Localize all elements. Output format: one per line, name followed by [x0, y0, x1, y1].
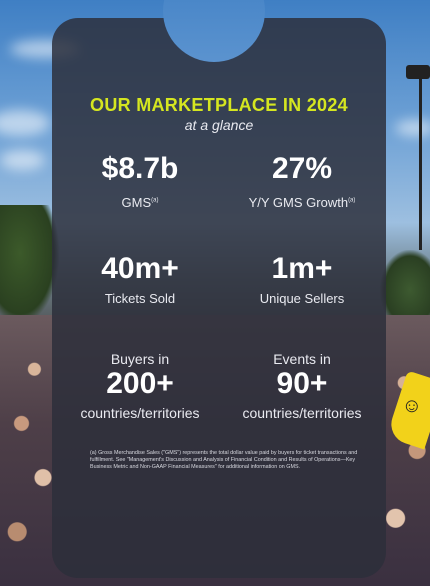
stage-light-head: [406, 65, 430, 79]
stage-light-pole: [419, 70, 422, 250]
gms-footnote: (a) Gross Merchandise Sales ("GMS") repr…: [90, 450, 358, 470]
gms-label-text: GMS: [121, 195, 152, 210]
gms-label: GMS(a): [60, 195, 220, 210]
sellers-label: Unique Sellers: [259, 291, 345, 306]
buyers-value: 200+: [106, 367, 174, 400]
cloud: [0, 110, 50, 136]
events-value: 90+: [276, 367, 328, 400]
tickets-value: 40m+: [101, 252, 179, 285]
cloud: [395, 120, 430, 136]
growth-label-text: Y/Y GMS Growth: [248, 195, 349, 210]
cloud: [0, 150, 45, 170]
page-subtitle: at a glance: [184, 117, 254, 133]
ticket-panel: [52, 18, 386, 578]
smiley-icon: ☺: [401, 395, 422, 417]
growth-value: 27%: [271, 152, 333, 185]
events-prefix: Events in: [273, 351, 331, 367]
gms-value: $8.7b: [101, 152, 179, 185]
gms-footnote-marker: (a): [151, 197, 159, 204]
events-label: countries/territories: [242, 405, 362, 421]
growth-footnote-marker: (a): [348, 197, 356, 204]
buyers-label: countries/territories: [80, 405, 200, 421]
buyers-prefix: Buyers in: [110, 351, 170, 367]
tickets-label: Tickets Sold: [104, 291, 176, 306]
trees-left: [0, 205, 60, 325]
page-title: OUR MARKETPLACE IN 2024: [90, 95, 348, 115]
growth-label: Y/Y GMS Growth(a): [222, 195, 382, 210]
sellers-value: 1m+: [271, 252, 333, 285]
